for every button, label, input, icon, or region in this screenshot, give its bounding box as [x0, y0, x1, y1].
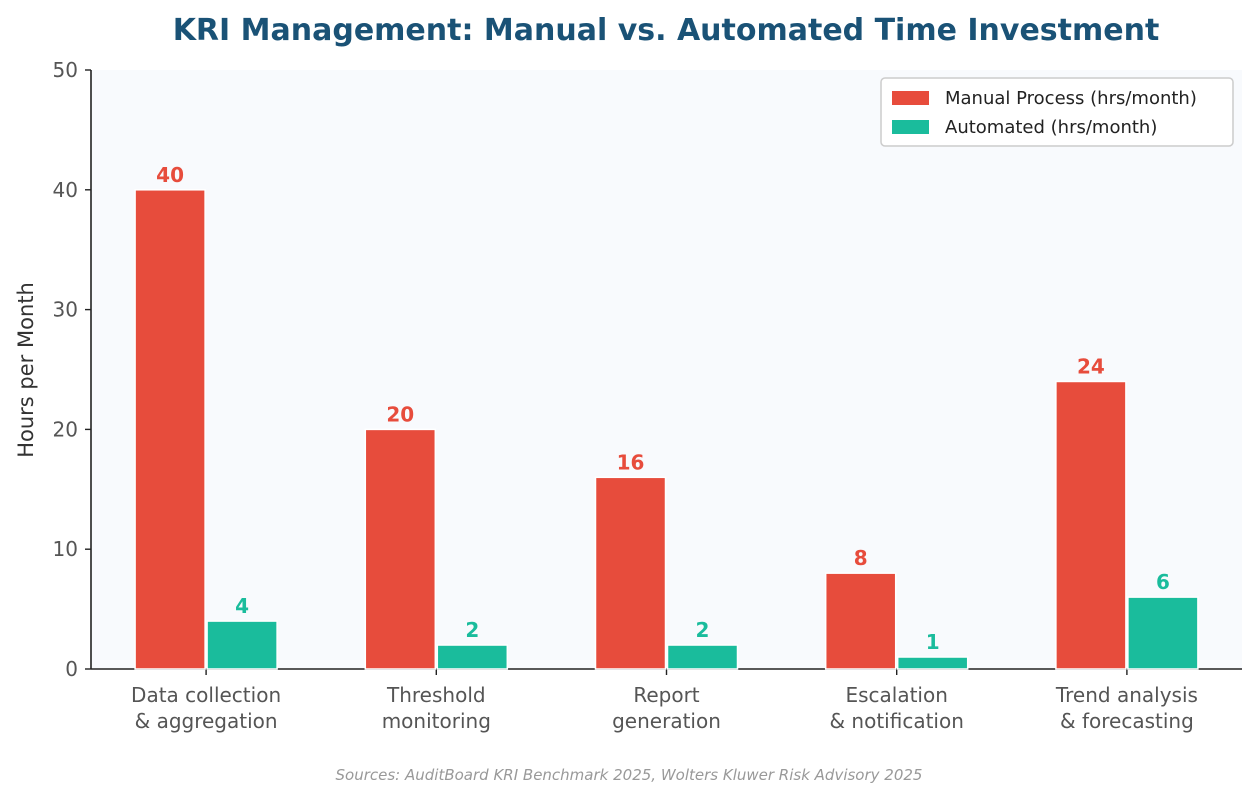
x-tick-label: Data collection & aggregation [131, 683, 281, 733]
manual-value-label: 8 [854, 546, 868, 570]
automated-bar [436, 644, 509, 670]
manual-bar [824, 572, 897, 670]
automated-value-label: 2 [696, 618, 710, 642]
y-tick-label: 30 [53, 298, 78, 322]
bars [134, 189, 1199, 670]
y-tick-label: 0 [65, 657, 78, 681]
manual-value-label: 20 [386, 402, 414, 426]
manual-value-label: 16 [617, 450, 645, 474]
automated-bar [206, 620, 278, 670]
x-axis: Data collection & aggregation Threshold mon… [91, 668, 1242, 733]
y-tick-label: 10 [53, 537, 78, 561]
manual-bar [364, 428, 437, 670]
x-tick-label-line: monitoring [382, 709, 491, 733]
automated-value-label: 4 [235, 594, 249, 618]
x-tick-label-line: generation [612, 709, 721, 733]
manual-value-label: 40 [156, 163, 184, 187]
x-tick-label-line: & aggregation [135, 709, 278, 733]
plot-background [91, 70, 1242, 669]
legend-label: Manual Process (hrs/month) [945, 88, 1197, 109]
automated-value-label: 6 [1156, 570, 1170, 594]
manual-bar [1055, 380, 1127, 670]
manual-bar [594, 476, 667, 670]
x-tick-label-line: & notification [829, 709, 963, 733]
manual-value-label: 24 [1077, 354, 1105, 378]
legend-box [880, 77, 1234, 147]
y-tick-label: 20 [53, 417, 78, 441]
x-tick-label-line: Escalation [845, 683, 947, 707]
x-tick-label-line: Trend analysis [1055, 683, 1198, 707]
y-tick-label: 40 [53, 178, 78, 202]
automated-bar [1127, 596, 1199, 670]
manual-bar [134, 189, 206, 670]
x-tick-label-line: Data collection [131, 683, 281, 707]
automated-bar [896, 656, 969, 670]
source-note: Sources: AuditBoard KRI Benchmark 2025, … [336, 766, 923, 784]
x-tick-label: Escalation & notification [829, 683, 963, 733]
legend: Manual Process (hrs/month) Automated (hrs… [880, 77, 1234, 147]
chart-title: KRI Management: Manual vs. Automated Tim… [173, 13, 1160, 48]
legend-label: Automated (hrs/month) [945, 117, 1157, 138]
automated-value-label: 1 [926, 630, 940, 654]
x-tick-label-line: & forecasting [1060, 709, 1194, 733]
x-tick-label: Trend analysis & forecasting [1055, 683, 1198, 733]
y-axis-label: Hours per Month [14, 282, 38, 458]
automated-value-label: 2 [465, 618, 479, 642]
x-tick-label-line: Threshold [386, 683, 486, 707]
y-axis: 0 10 20 30 40 50 [53, 58, 92, 681]
legend-swatch [892, 91, 929, 105]
x-tick-label: Report generation [612, 683, 721, 733]
automated-bar [666, 644, 739, 670]
x-tick-label: Threshold monitoring [382, 683, 491, 733]
y-tick-label: 50 [53, 58, 78, 82]
x-tick-label-line: Report [633, 683, 699, 707]
legend-swatch [892, 120, 929, 134]
